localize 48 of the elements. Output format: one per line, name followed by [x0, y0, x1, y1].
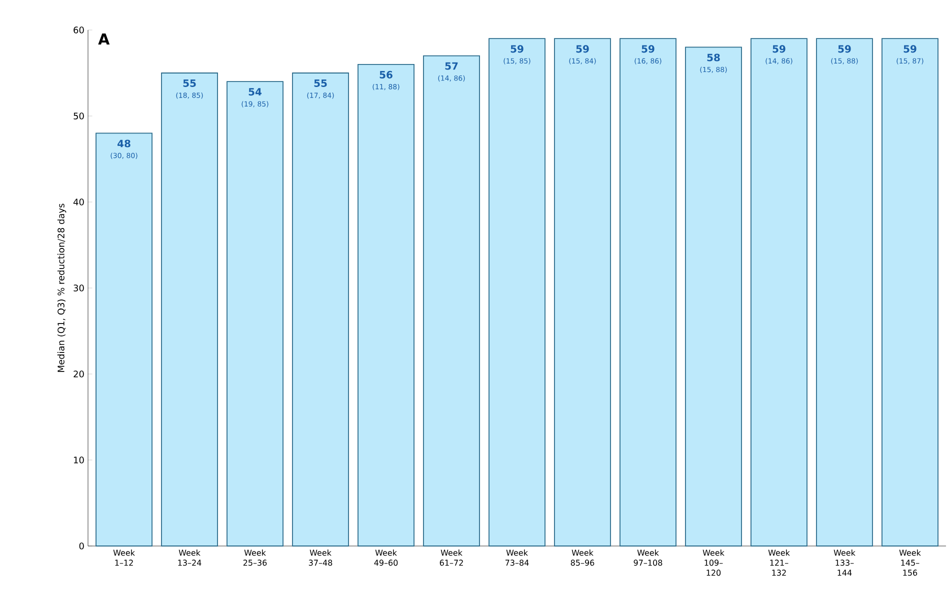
y-tick-label: 60	[74, 26, 84, 34]
x-tick-label: Week 133–144	[834, 550, 856, 576]
y-tick-label: 50	[74, 112, 84, 120]
bar	[816, 38, 873, 546]
x-tick-label: Week 121–132	[768, 550, 790, 576]
x-tick-label: Week 85–96	[570, 550, 594, 566]
x-tick-label: Week 61–72	[440, 550, 463, 566]
bar	[358, 64, 414, 546]
bar	[750, 38, 808, 546]
y-tick-label: 10	[74, 456, 84, 464]
y-tick-label: 0	[79, 542, 84, 550]
data-label: 54	[248, 88, 262, 96]
data-label: 57	[445, 62, 458, 70]
x-tick-label: Week 37–48	[308, 550, 332, 566]
data-label: 48	[118, 140, 130, 148]
x-tick-label: Week 25–36	[243, 550, 267, 566]
data-label: 55	[314, 80, 327, 87]
x-tick-label: Week 13–24	[178, 550, 202, 566]
data-label: 56	[380, 70, 392, 78]
x-tick-label: Week 49–60	[374, 550, 398, 566]
y-axis-title: Median (Q1, Q3) % reduction/28 days	[57, 204, 66, 372]
data-label: 55	[183, 80, 196, 87]
data-label: 58	[707, 54, 720, 62]
x-tick-label: Week 145–156	[899, 550, 921, 576]
y-tick-label: 30	[74, 284, 84, 292]
data-label: 59	[838, 45, 851, 53]
bar	[292, 72, 349, 546]
chart-title: A	[98, 34, 110, 44]
bar	[488, 38, 546, 546]
y-tick-label: 40	[73, 198, 84, 206]
x-tick-label: Week 97–108	[634, 550, 662, 566]
data-label: 59	[576, 45, 589, 53]
x-tick-label: Week 109–120	[702, 550, 724, 576]
x-tick-label: Week 73–84	[505, 550, 529, 566]
data-label: 59	[642, 45, 654, 53]
data-label: 59	[772, 45, 786, 53]
bar	[882, 38, 938, 546]
bar	[685, 46, 742, 546]
bar	[620, 38, 676, 546]
data-label: 59	[510, 45, 524, 53]
y-tick-label: 20	[74, 370, 84, 378]
bar	[554, 38, 611, 546]
x-tick-label: Week 1–12	[113, 550, 135, 566]
bar	[226, 81, 284, 546]
data-label: 59	[904, 45, 916, 53]
bar	[96, 132, 152, 546]
bar	[423, 55, 480, 546]
bar	[161, 72, 218, 546]
